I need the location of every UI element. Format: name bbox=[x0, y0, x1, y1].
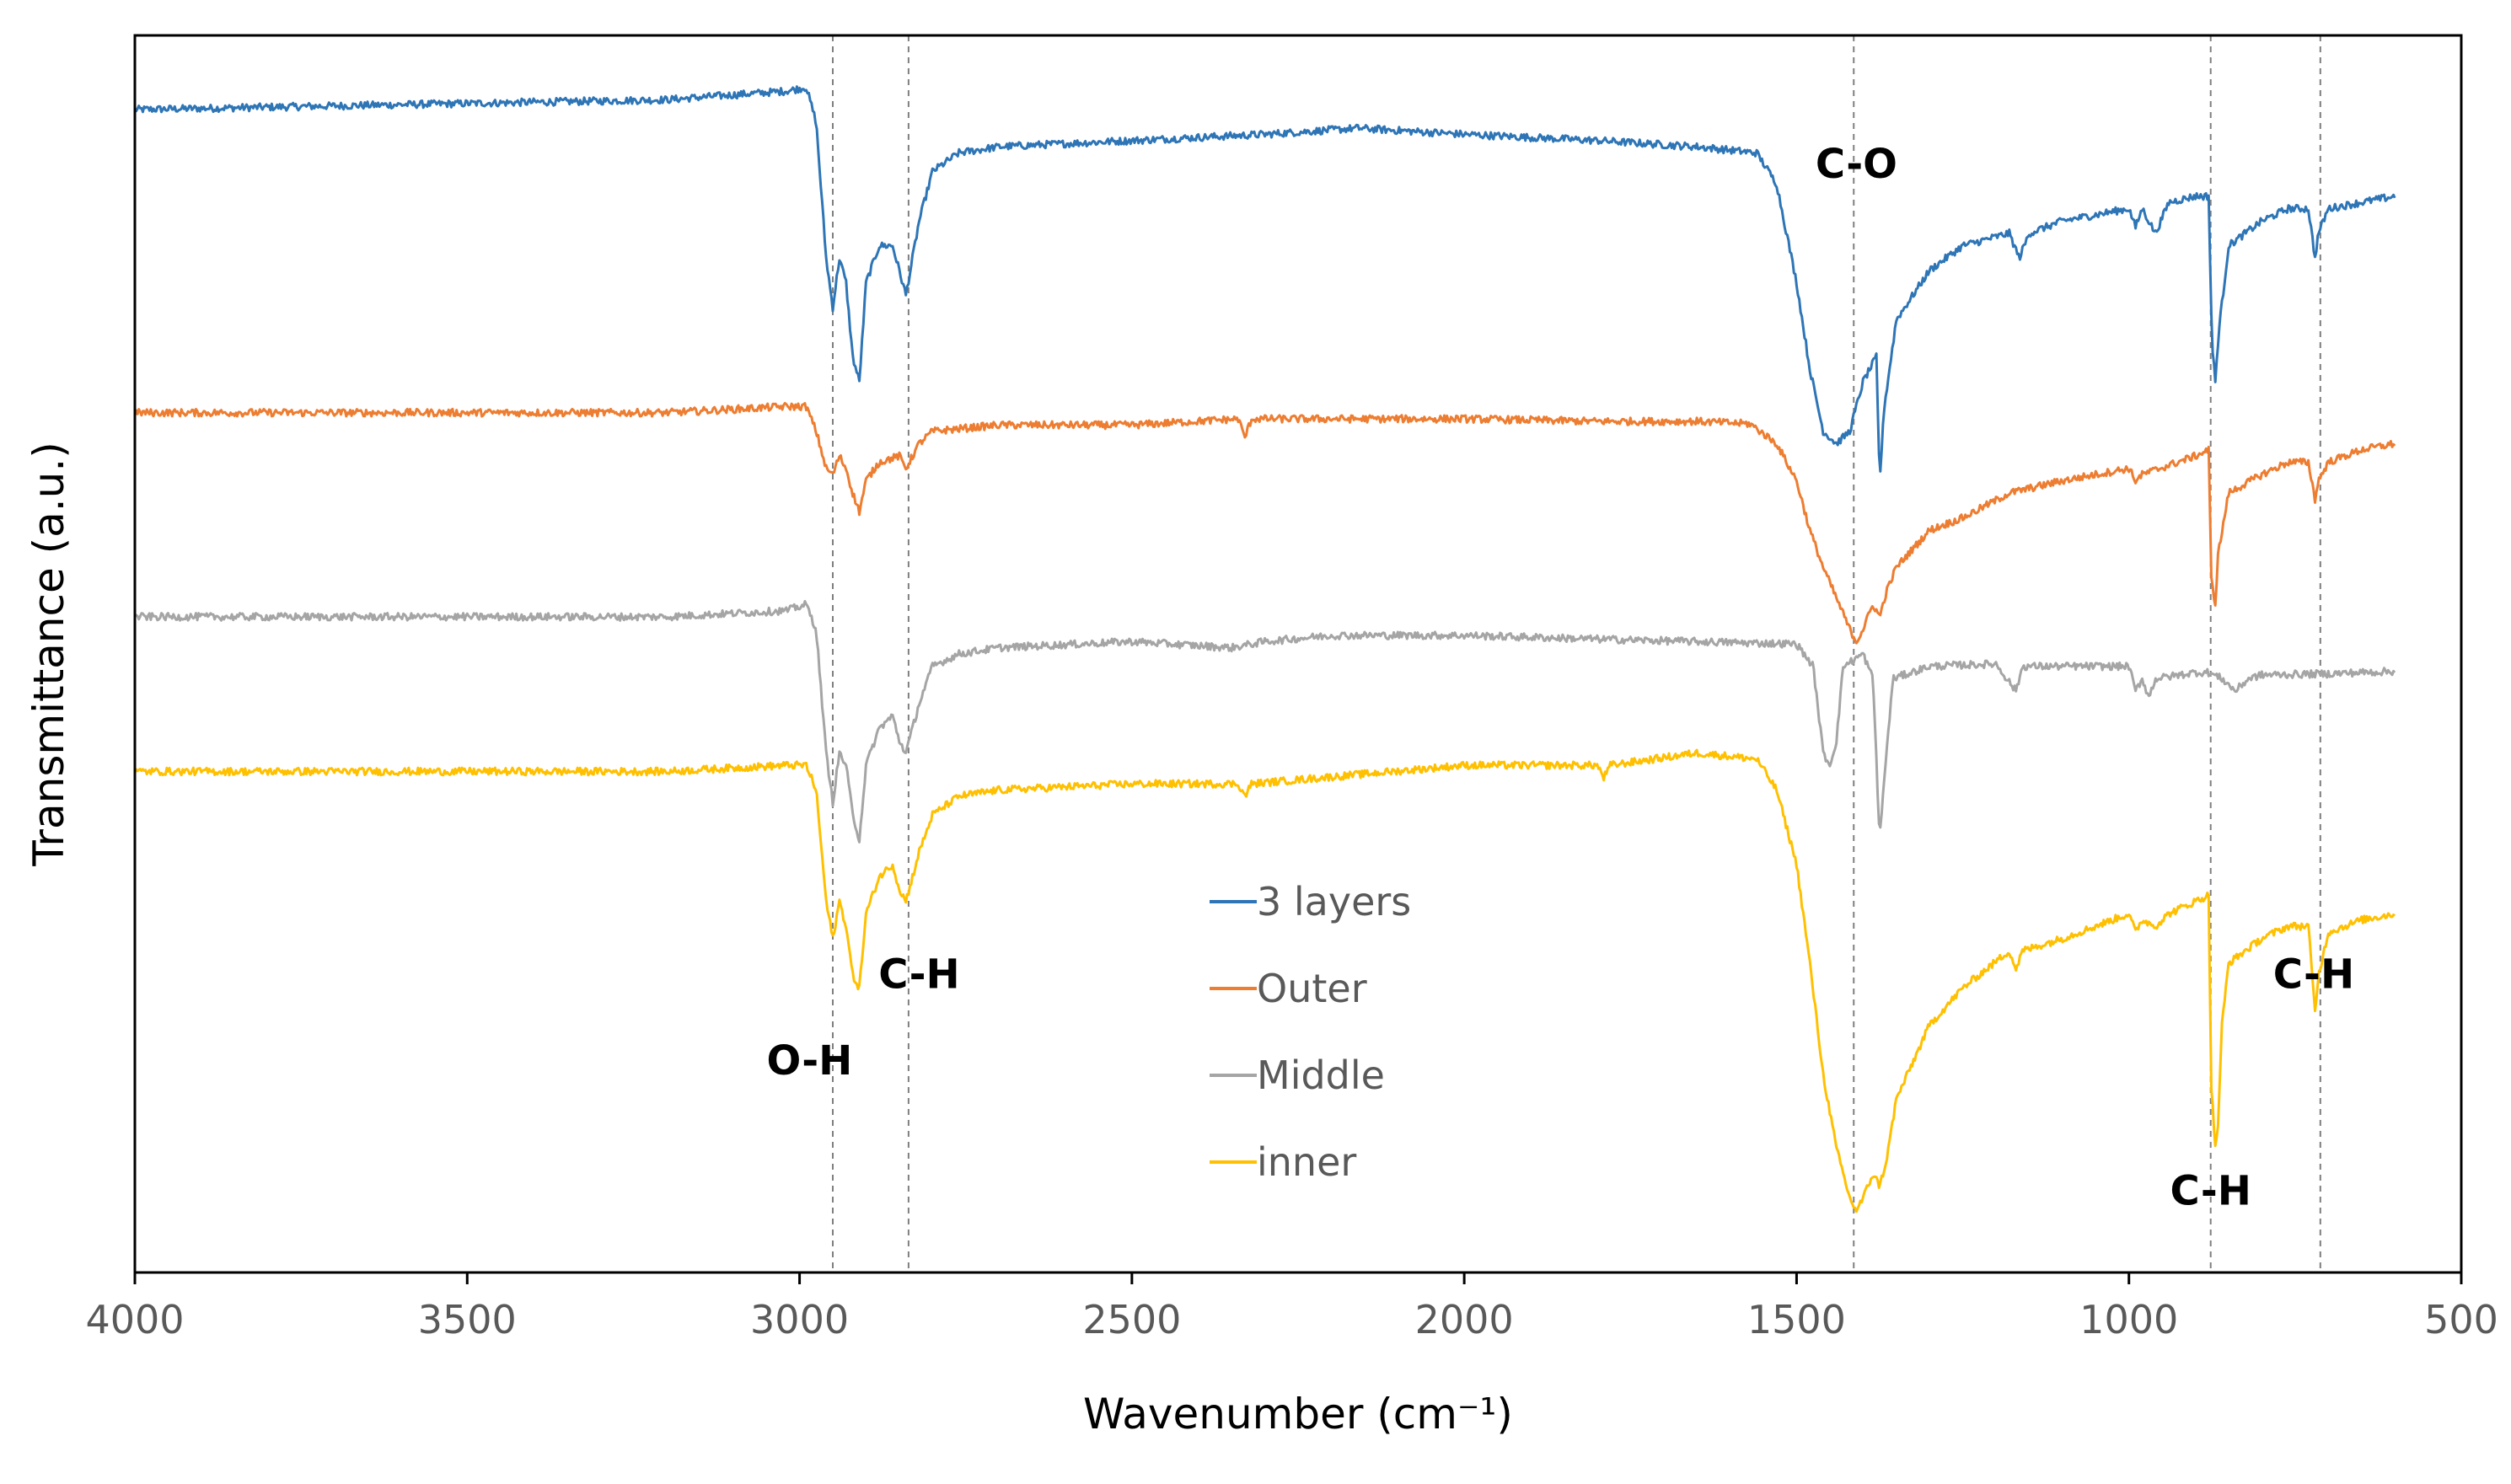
plot-frame bbox=[133, 34, 2463, 1274]
annotations: O-H C-H C-O C-H C-H bbox=[767, 141, 2355, 1214]
x-axis-title: Wavenumber (cm⁻¹) bbox=[1083, 1390, 1513, 1438]
x-tick-label: 2000 bbox=[1415, 1297, 1514, 1342]
annotation-label: C-H bbox=[2170, 1167, 2251, 1214]
legend-label: inner bbox=[1257, 1139, 1356, 1185]
x-tick-label: 1000 bbox=[2079, 1297, 2178, 1342]
annotation-label: C-O bbox=[1816, 141, 1897, 188]
legend-label: Outer bbox=[1257, 966, 1367, 1011]
series-line-3-layers bbox=[133, 85, 2396, 473]
annotation-label: C-H bbox=[878, 951, 959, 998]
legend: 3 layers Outer Middle inner bbox=[1210, 879, 1411, 1185]
annotation-label: C-H bbox=[2273, 951, 2354, 998]
legend-label: Middle bbox=[1257, 1053, 1385, 1098]
x-axis-ticks: 4000 3500 3000 2500 2000 1500 1000 500 bbox=[85, 1272, 2498, 1342]
legend-label: 3 layers bbox=[1257, 879, 1411, 924]
y-axis-title: Transmittance (a.u.) bbox=[24, 442, 73, 867]
series-line-inner bbox=[133, 748, 2396, 1213]
x-tick-label: 2500 bbox=[1082, 1297, 1181, 1342]
x-tick-label: 4000 bbox=[85, 1297, 184, 1342]
x-tick-label: 500 bbox=[2424, 1297, 2498, 1342]
series-line-middle bbox=[134, 600, 2396, 844]
x-tick-label: 3000 bbox=[750, 1297, 849, 1342]
annotation-label: O-H bbox=[767, 1037, 853, 1085]
x-tick-label: 1500 bbox=[1747, 1297, 1846, 1342]
series-line-outer bbox=[133, 402, 2396, 645]
series-layer bbox=[133, 85, 2396, 1213]
x-tick-label: 3500 bbox=[418, 1297, 517, 1342]
